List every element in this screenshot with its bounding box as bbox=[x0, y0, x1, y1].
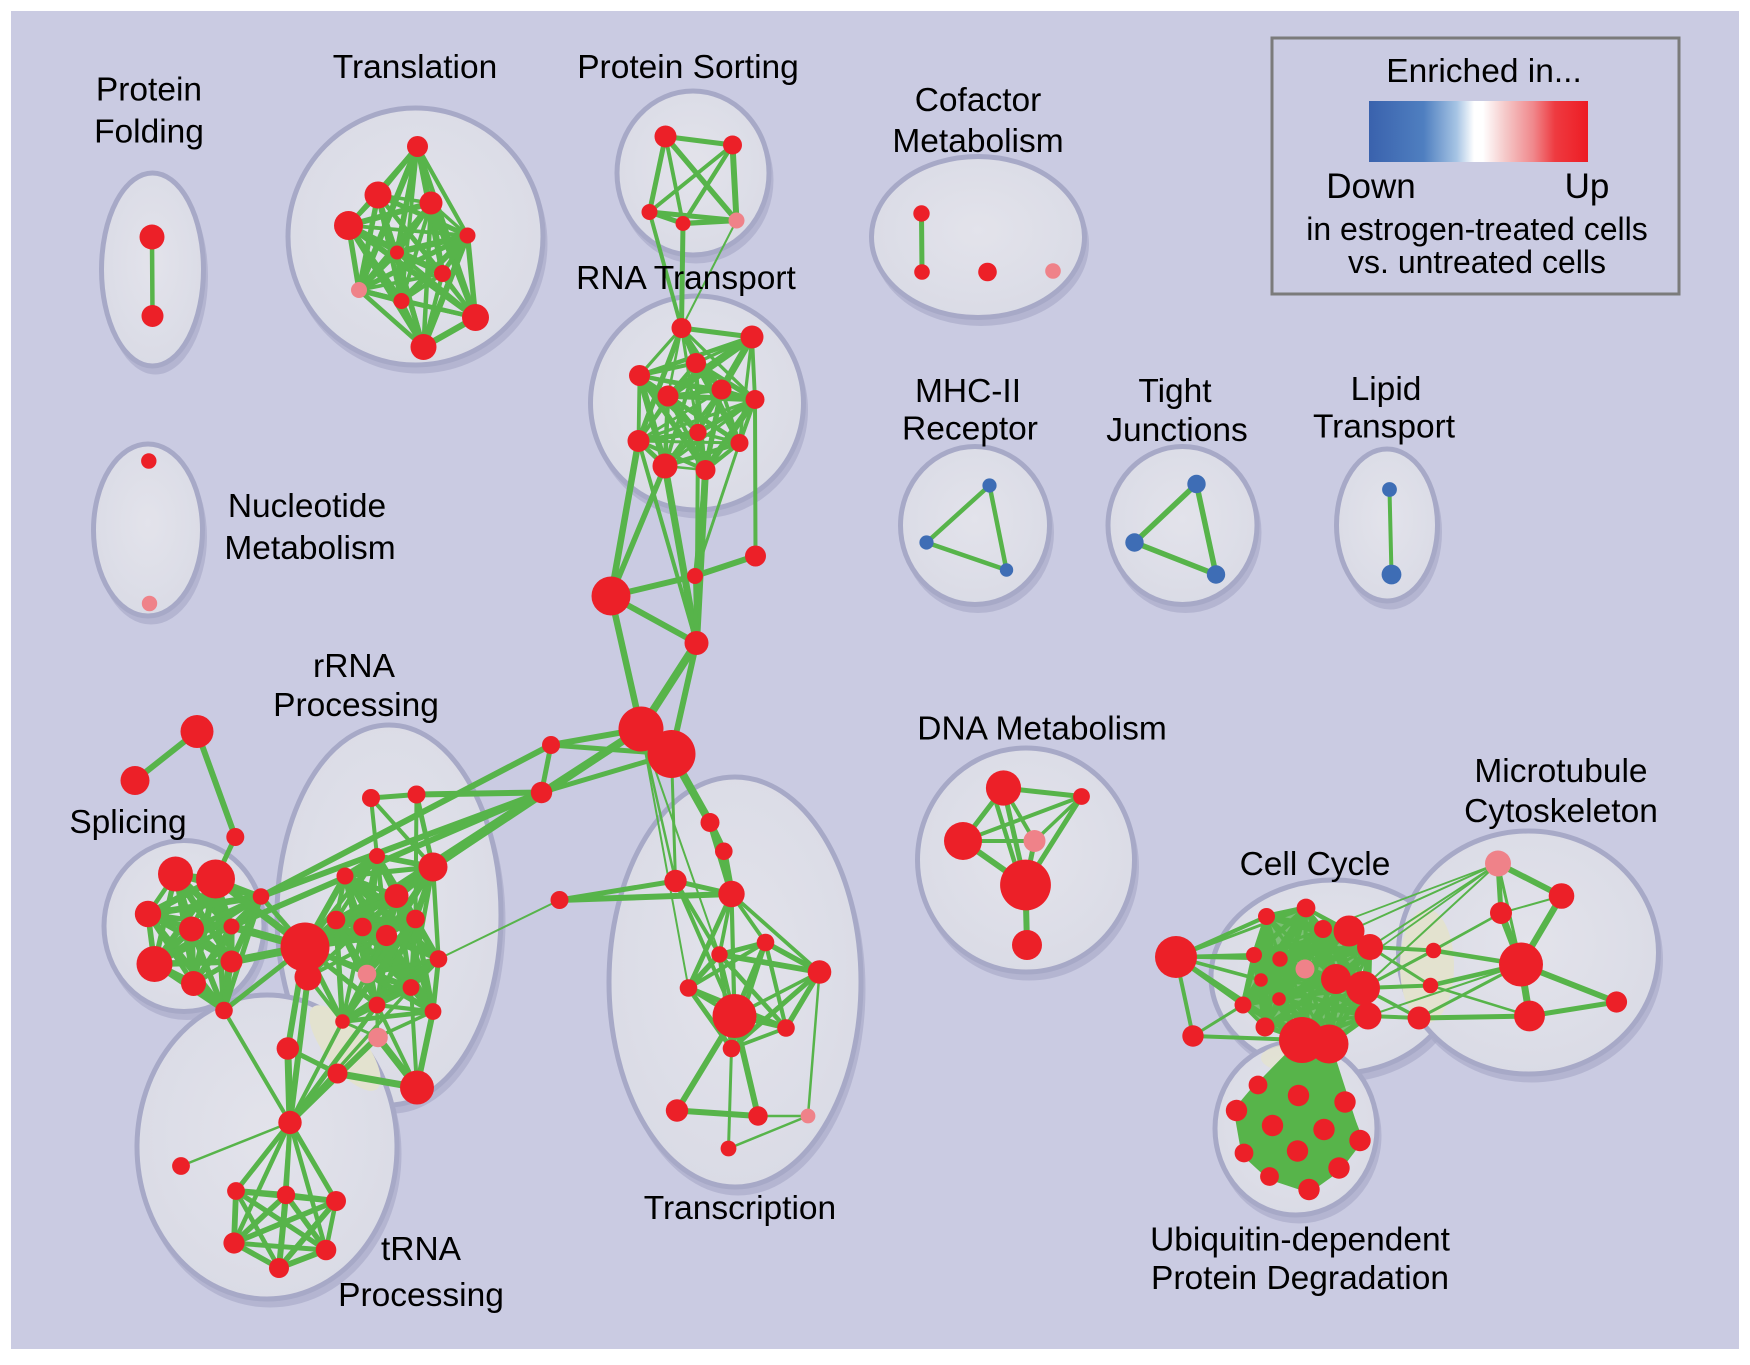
svg-text:tRNA: tRNA bbox=[381, 1231, 462, 1268]
svg-text:DNA Metabolism: DNA Metabolism bbox=[917, 710, 1166, 747]
svg-text:Enriched in...: Enriched in... bbox=[1386, 53, 1582, 90]
svg-text:Metabolism: Metabolism bbox=[224, 530, 395, 567]
svg-text:Nucleotide: Nucleotide bbox=[228, 488, 386, 525]
svg-text:Protein Sorting: Protein Sorting bbox=[577, 49, 799, 86]
svg-text:Processing: Processing bbox=[273, 687, 439, 724]
svg-text:Receptor: Receptor bbox=[902, 410, 1038, 447]
svg-text:Protein Degradation: Protein Degradation bbox=[1151, 1260, 1449, 1297]
svg-text:MHC-II: MHC-II bbox=[915, 373, 1021, 410]
svg-text:Transcription: Transcription bbox=[644, 1190, 836, 1227]
svg-text:Splicing: Splicing bbox=[69, 804, 186, 841]
svg-text:RNA Transport: RNA Transport bbox=[576, 260, 796, 297]
svg-text:Ubiquitin-dependent: Ubiquitin-dependent bbox=[1150, 1221, 1451, 1258]
svg-text:Translation: Translation bbox=[333, 49, 497, 86]
svg-text:Metabolism: Metabolism bbox=[892, 123, 1063, 160]
svg-text:Protein: Protein bbox=[96, 71, 202, 108]
svg-text:Transport: Transport bbox=[1313, 408, 1456, 445]
svg-text:Up: Up bbox=[1565, 167, 1610, 206]
svg-text:vs. untreated cells: vs. untreated cells bbox=[1348, 244, 1606, 280]
svg-text:Cofactor: Cofactor bbox=[915, 82, 1042, 119]
svg-text:Folding: Folding bbox=[94, 113, 204, 150]
svg-text:in estrogen-treated cells: in estrogen-treated cells bbox=[1306, 211, 1648, 247]
svg-text:Lipid: Lipid bbox=[1351, 371, 1422, 408]
svg-text:rRNA: rRNA bbox=[313, 648, 396, 685]
svg-text:Microtubule: Microtubule bbox=[1474, 753, 1647, 790]
svg-text:Processing: Processing bbox=[338, 1277, 504, 1314]
svg-text:Cell Cycle: Cell Cycle bbox=[1240, 846, 1391, 883]
svg-text:Tight: Tight bbox=[1138, 373, 1212, 410]
svg-text:Down: Down bbox=[1326, 167, 1415, 206]
svg-text:Junctions: Junctions bbox=[1106, 412, 1248, 449]
svg-text:Cytoskeleton: Cytoskeleton bbox=[1464, 793, 1658, 830]
